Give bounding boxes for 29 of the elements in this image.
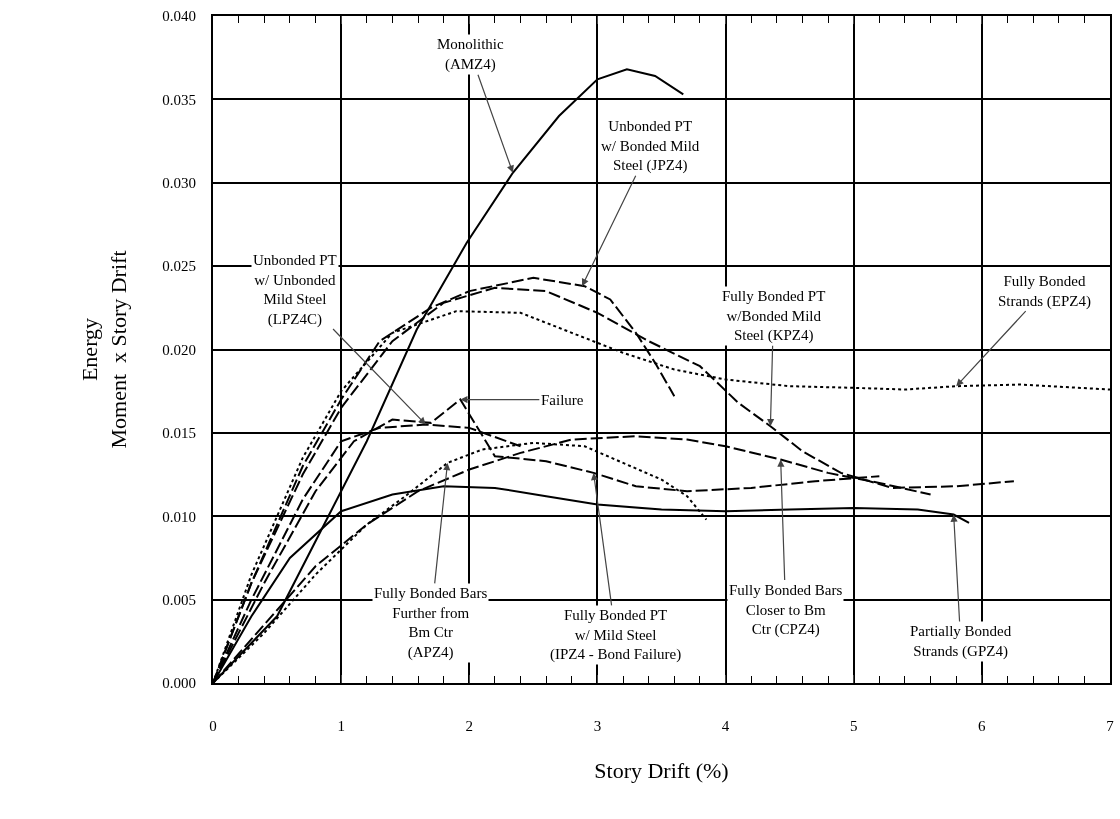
- annotation: Failure: [541, 392, 584, 408]
- x-tick-label: 6: [978, 718, 987, 734]
- annotation: Fully Bonded Strands (EPZ4): [998, 273, 1091, 310]
- x-tick-label: 5: [849, 718, 858, 734]
- y-tick-label: 0.025: [162, 258, 196, 275]
- x-axis-title: Story Drift (%): [594, 758, 729, 784]
- annotation: Unbonded PT w/ Bonded Mild Steel (JPZ4): [601, 118, 700, 174]
- annotation: Monolithic (AMZ4): [437, 36, 505, 73]
- y-tick-label: 0.035: [162, 91, 196, 108]
- y-tick-label: 0.020: [162, 341, 196, 358]
- x-tick-label: 7: [1106, 718, 1115, 734]
- annotation: Partially Bonded Strands (GPZ4): [910, 623, 1012, 660]
- annotation: Fully Bonded Bars Further from Bm Ctr (APZ4): [374, 585, 488, 661]
- x-tick-label: 1: [337, 718, 345, 734]
- y-tick-label: 0.000: [162, 675, 196, 692]
- x-tick-label: 3: [593, 718, 602, 734]
- annotation: Fully Bonded PT w/ Mild Steel (IPZ4 - Bond Failure): [550, 607, 682, 663]
- y-tick-label: 0.040: [162, 8, 196, 25]
- annotation: Fully Bonded PT w/Bonded Mild Steel (KPZ4): [722, 288, 826, 344]
- y-tick-label: 0.005: [162, 591, 196, 608]
- x-tick-label: 4: [721, 718, 730, 734]
- x-tick-label: 0: [209, 718, 217, 734]
- y-tick-label: 0.010: [162, 508, 196, 525]
- y-tick-label: 0.015: [162, 425, 196, 442]
- y-tick-label: 0.030: [162, 175, 196, 191]
- annotation: Unbonded PT w/ Unbonded Mild Steel (LPZ4C): [253, 252, 337, 328]
- annotation: Fully Bonded Bars Closer to Bm Ctr (CPZ4): [729, 582, 843, 638]
- x-tick-label: 2: [465, 718, 474, 734]
- y-axis-title: Energy Moment x Story Drift: [76, 250, 131, 449]
